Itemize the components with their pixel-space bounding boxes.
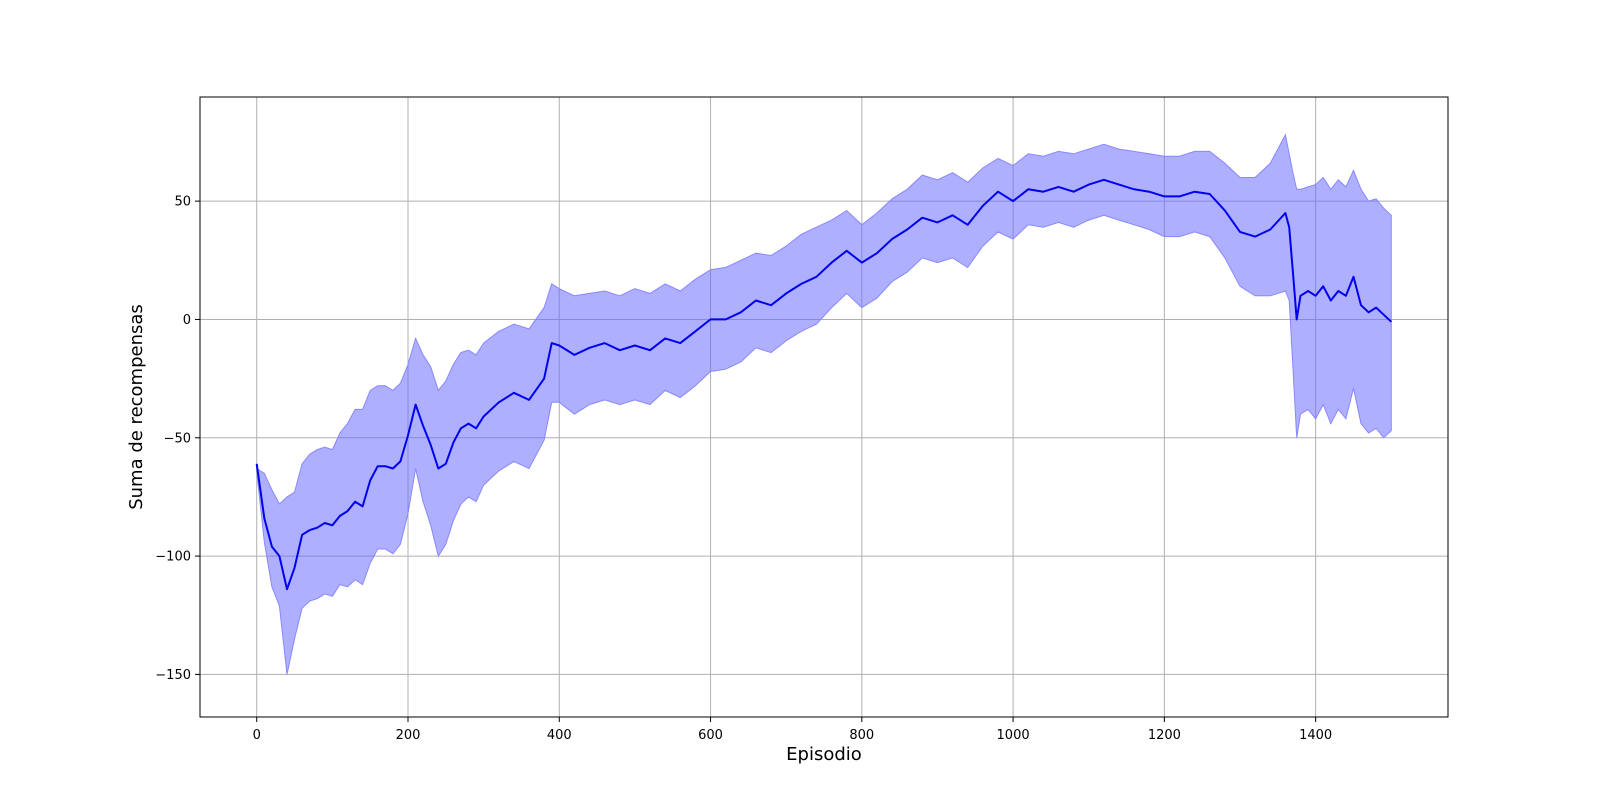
x-tick-label: 800 bbox=[849, 728, 874, 743]
y-tick-label: −150 bbox=[155, 668, 191, 683]
y-tick-label: −100 bbox=[155, 550, 191, 565]
y-tick-label: 50 bbox=[174, 195, 191, 210]
x-tick-label: 600 bbox=[698, 728, 723, 743]
mean-line bbox=[255, 178, 1392, 591]
y-tick-label: 0 bbox=[183, 313, 191, 328]
x-tick-label: 1200 bbox=[1148, 728, 1181, 743]
x-axis-title: Episodio bbox=[786, 744, 862, 765]
x-tick-label: 400 bbox=[547, 728, 572, 743]
x-tick-label: 1400 bbox=[1299, 728, 1332, 743]
x-tick-label: 1000 bbox=[997, 728, 1030, 743]
plot-frame bbox=[199, 96, 1449, 718]
y-tick-label: −50 bbox=[164, 431, 191, 446]
x-tick-label: 200 bbox=[396, 728, 421, 743]
x-tick-label: 0 bbox=[253, 728, 261, 743]
y-axis: −150 −100 −50 0 50 bbox=[155, 195, 200, 683]
confidence-band-area bbox=[256, 133, 1392, 675]
mean-line-path bbox=[255, 178, 1392, 591]
y-axis-title: Suma de recompensas bbox=[126, 304, 147, 510]
x-axis: 0 200 400 600 800 1000 1200 1400 bbox=[253, 717, 1332, 743]
confidence-band bbox=[256, 133, 1392, 675]
